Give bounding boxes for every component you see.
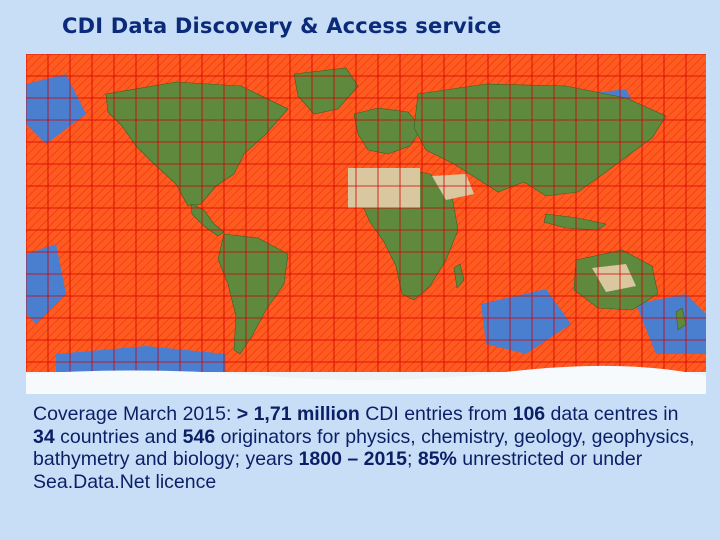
caption-count-countries: 34 [33,425,55,448]
caption-count-originators: 546 [182,425,216,448]
world-map-graphic [26,54,706,394]
caption-part: countries and [54,425,183,448]
slide-title: CDI Data Discovery & Access service [62,14,502,38]
caption-part: ; [407,448,418,470]
caption-count-entries: > 1,71 million [236,403,360,425]
continents [105,67,687,355]
caption-percent: 85% [417,448,457,470]
caption-part: originators for physics, chemistry, geol… [33,425,695,471]
caption-count-centres: 106 [512,403,546,425]
desert-regions [348,168,636,292]
caption-part: CDI entries from [359,403,513,425]
caption-part: data centres in [545,403,679,425]
coverage-map [26,54,706,394]
caption-years: 1800 – 2015 [298,448,408,470]
data-grid-squares [26,54,706,372]
caption-part: unrestricted or under Sea.Data.Net licen… [33,448,643,493]
antarctica-coast [26,365,706,394]
caption-part: Coverage March 2015: [33,403,237,425]
coverage-caption: Coverage March 2015: > 1,71 million CDI … [33,403,703,493]
